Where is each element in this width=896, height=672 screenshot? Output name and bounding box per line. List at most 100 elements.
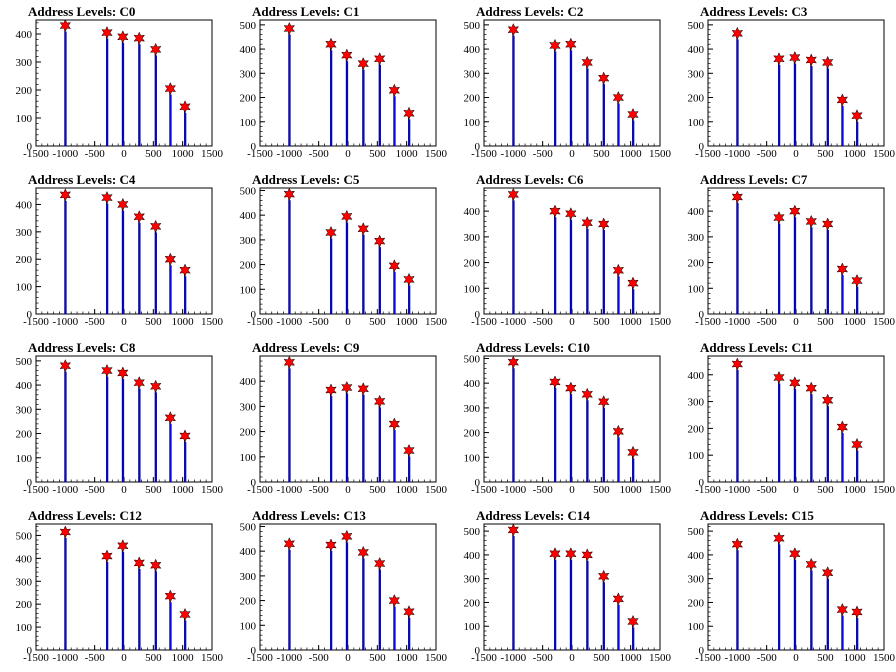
peak-star-marker (357, 382, 369, 396)
chart-panel-c2: Address Levels: C20100200300400500-1500-… (464, 4, 672, 160)
peak-star-marker (388, 417, 401, 431)
y-tick-label: 100 (240, 284, 257, 296)
x-tick-label: 0 (793, 484, 799, 496)
x-tick-label: 1000 (620, 652, 643, 664)
peak-star-marker (773, 531, 785, 545)
x-tick-label: 1000 (172, 484, 195, 496)
chart-title: Address Levels: C7 (700, 172, 808, 187)
peak-star-marker (133, 210, 145, 224)
x-tick-label: -1000 (500, 148, 526, 160)
y-tick-label: 0 (27, 645, 33, 657)
x-tick-label: 0 (121, 484, 127, 496)
peak-star-marker (789, 376, 801, 390)
peak-star-marker (731, 537, 744, 551)
x-tick-label: -500 (533, 652, 554, 664)
y-tick-label: 400 (16, 553, 33, 565)
chart-title: Address Levels: C4 (28, 172, 136, 187)
peak-star-marker (731, 357, 744, 371)
peak-star-marker (507, 23, 520, 37)
chart-title: Address Levels: C6 (476, 172, 584, 187)
y-tick-label: 0 (251, 309, 257, 321)
y-tick-label: 200 (464, 258, 481, 270)
y-tick-label: 200 (16, 599, 33, 611)
x-tick-label: -1000 (724, 148, 750, 160)
peak-star-marker (581, 548, 593, 562)
y-tick-label: 0 (699, 309, 705, 321)
chart-panel-c1: Address Levels: C10100200300400500-1500-… (240, 4, 448, 160)
peak-star-marker (627, 107, 639, 122)
chart-panel-c10: Address Levels: C10 0 100 200 300 400 500 -1500… (464, 340, 672, 496)
peak-star-marker (549, 547, 561, 561)
peak-star-marker (341, 380, 353, 395)
peak-star-marker (149, 379, 162, 393)
x-tick-label: 0 (345, 484, 351, 496)
peak-star-marker (731, 190, 744, 204)
x-tick-label: -500 (85, 652, 106, 664)
peak-star-marker (149, 219, 162, 233)
x-tick-label: 500 (593, 484, 610, 496)
x-tick-label: -1000 (276, 316, 302, 328)
y-tick-label: 400 (240, 44, 257, 56)
y-tick-label: 200 (240, 93, 257, 105)
peak-star-marker (373, 394, 386, 408)
peak-star-marker (283, 187, 296, 201)
peak-star-marker (101, 25, 113, 40)
chart-panel-c14: Address Levels: C14 0 100 200 300 400 500 -1500… (464, 508, 672, 664)
x-tick-label: -1500 (247, 148, 273, 160)
chart-title: Address Levels: C15 (700, 508, 814, 523)
peak-star-marker (283, 355, 296, 369)
x-tick-label: 0 (569, 316, 575, 328)
x-tick-label: 1000 (844, 652, 867, 664)
x-tick-label: -1000 (724, 484, 750, 496)
peak-star-marker (612, 424, 625, 438)
y-tick-label: 300 (688, 574, 705, 586)
peak-star-marker (133, 556, 145, 570)
x-tick-label: -1500 (695, 316, 721, 328)
peak-star-marker (403, 272, 415, 287)
chart-title: Address Levels: C13 (252, 508, 366, 523)
x-tick-label: -500 (85, 316, 106, 328)
peak-star-marker (179, 607, 191, 622)
x-tick-label: 1000 (844, 316, 867, 328)
x-tick-label: 1500 (873, 652, 896, 664)
peak-star-marker (403, 106, 415, 120)
peak-star-marker (179, 263, 191, 277)
peak-star-marker (597, 71, 610, 85)
peak-star-marker (325, 538, 337, 552)
peak-star-marker (821, 217, 834, 231)
y-tick-label: 500 (464, 20, 481, 32)
x-tick-label: -500 (309, 484, 330, 496)
y-tick-label: 500 (464, 353, 481, 365)
peak-star-marker (627, 614, 639, 629)
x-tick-label: -1500 (471, 316, 497, 328)
peak-star-marker (821, 566, 834, 580)
peak-star-marker (149, 42, 162, 57)
y-tick-label: 300 (16, 57, 33, 69)
chart-title: Address Levels: C9 (252, 340, 360, 355)
x-tick-label: 1500 (201, 316, 224, 328)
x-tick-label: 1000 (620, 484, 643, 496)
x-tick-label: 0 (121, 148, 127, 160)
x-tick-label: -1500 (247, 652, 273, 664)
x-tick-label: -500 (533, 316, 554, 328)
chart-panel-c4: Address Levels: C4 0 100 200 300 400 -1500 -100… (16, 172, 224, 328)
y-tick-label: 400 (16, 199, 33, 211)
x-tick-label: -1500 (23, 148, 49, 160)
y-tick-label: 200 (16, 254, 33, 266)
peak-star-marker (821, 393, 834, 407)
y-tick-label: 500 (16, 356, 33, 368)
y-tick-label: 400 (464, 206, 481, 218)
y-tick-label: 400 (240, 210, 257, 222)
y-tick-label: 100 (16, 622, 33, 634)
peak-star-marker (164, 81, 177, 96)
x-tick-label: 1500 (873, 484, 896, 496)
x-tick-label: 1500 (873, 148, 896, 160)
x-tick-label: -1000 (52, 652, 78, 664)
x-tick-label: 0 (569, 148, 575, 160)
x-tick-label: 1500 (649, 148, 672, 160)
peak-star-marker (101, 190, 113, 205)
peak-star-marker (836, 420, 849, 434)
y-tick-label: 300 (240, 401, 257, 413)
peak-star-marker (581, 216, 593, 230)
x-tick-label: 1500 (201, 652, 224, 664)
